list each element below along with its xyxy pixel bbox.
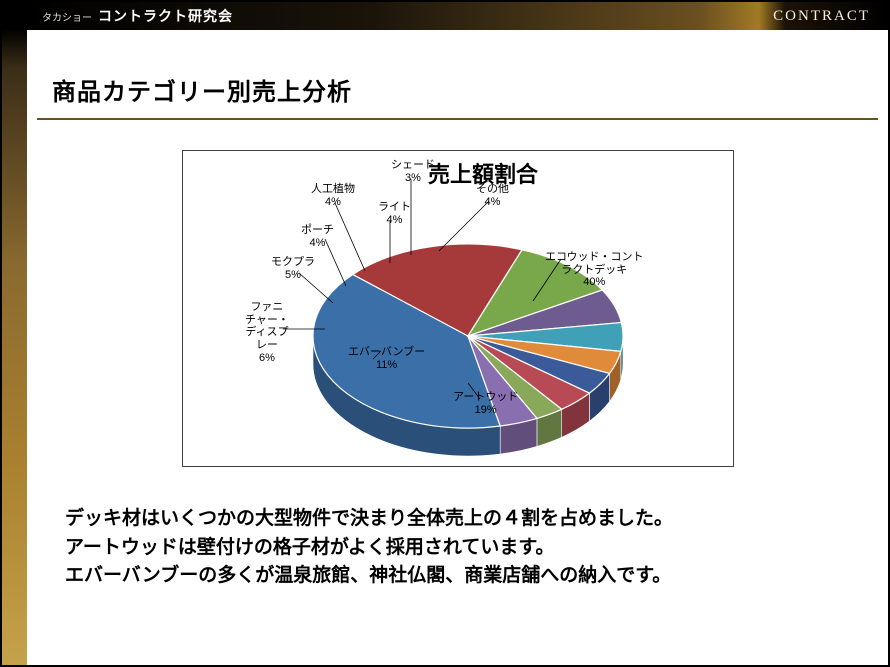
left-gradient-stripe [2, 2, 27, 665]
slice-label: エコウッド・コント ラクトデッキ 40% [545, 251, 644, 289]
body-line-3: エバーバンブーの多くが温泉旅館、神社仏閣、商業店舗への納入です。 [65, 562, 858, 591]
leader-line [335, 203, 365, 271]
title-underline [37, 118, 878, 120]
slice-label: シェード 3% [391, 159, 435, 184]
content-area: 商品カテゴリー別売上分析 売上額割合 エコウッド・コント ラクトデッキ 40%ア… [27, 30, 888, 665]
slice-label: ファニ チャー・ ディスプ レー 6% [245, 301, 289, 364]
slide-frame: タカショー コントラクト研究会 CONTRACT 商品カテゴリー別売上分析 売上… [0, 0, 890, 667]
body-line-1: デッキ材はいくつかの大型物件で決まり全体売上の４割を占めました。 [65, 505, 858, 534]
slice-label: ライト 4% [378, 201, 411, 226]
slice-label: モクプラ 5% [271, 256, 315, 281]
slice-label: ポーチ 4% [301, 224, 334, 249]
slice-label: アートウッド 19% [453, 391, 518, 416]
slice-label: その他 4% [476, 183, 509, 208]
slice-label: 人工植物 4% [311, 183, 355, 208]
header-brand-small: タカショー [42, 9, 92, 24]
slice-label: エバーバンブー 11% [348, 346, 425, 371]
header-brand-right: CONTRACT [773, 8, 870, 25]
pie-chart-box: 売上額割合 エコウッド・コント ラクトデッキ 40%アートウッド 19%エバーバ… [182, 150, 734, 467]
body-text: デッキ材はいくつかの大型物件で決まり全体売上の４割を占めました。 アートウッドは… [65, 505, 858, 591]
page-title: 商品カテゴリー別売上分析 [52, 72, 352, 107]
header-brand-main: コントラクト研究会 [98, 6, 233, 26]
header-bar: タカショー コントラクト研究会 CONTRACT [27, 2, 888, 30]
body-line-2: アートウッドは壁付けの格子材がよく採用されています。 [65, 534, 858, 563]
